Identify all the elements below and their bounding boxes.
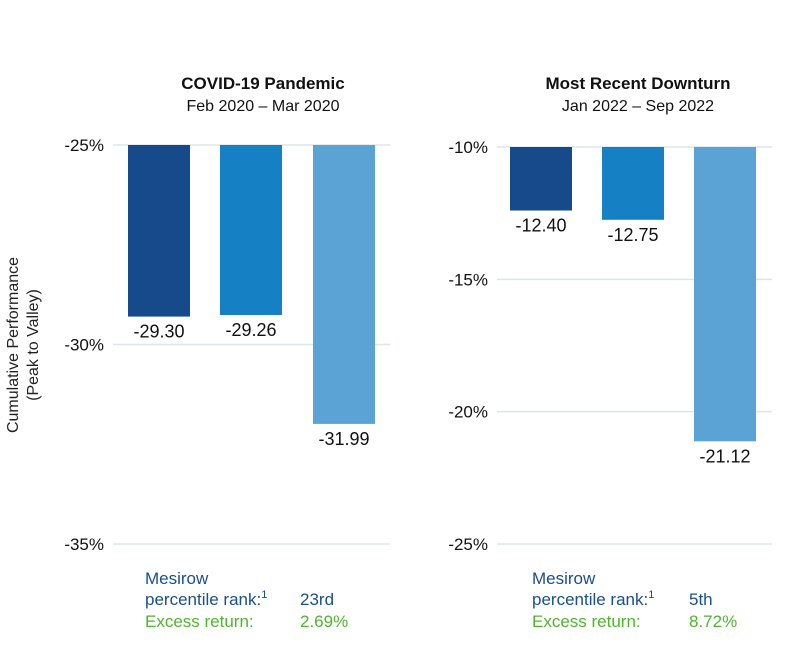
y-axis-title-line1: Cumulative Performance bbox=[5, 257, 22, 433]
rank-value: 5th bbox=[689, 590, 713, 609]
excess-return-label: Excess return: bbox=[532, 612, 641, 631]
y-tick-label: -25% bbox=[64, 136, 104, 155]
panel-title: Most Recent Downturn bbox=[545, 74, 730, 93]
excess-return-value: 8.72% bbox=[689, 612, 737, 631]
y-tick-label: -30% bbox=[64, 336, 104, 355]
footnote-superscript: 1 bbox=[261, 589, 267, 601]
y-tick-label: -10% bbox=[448, 138, 488, 157]
rank-value: 23rd bbox=[300, 590, 334, 609]
excess-return-label: Excess return: bbox=[145, 612, 254, 631]
bar-series-2 bbox=[602, 147, 664, 220]
rank-label-line1: Mesirow bbox=[145, 569, 209, 588]
y-axis-title: Cumulative Performance (Peak to Valley) bbox=[5, 257, 42, 433]
y-tick-label: -35% bbox=[64, 535, 104, 554]
y-axis-title-line2: (Peak to Valley) bbox=[25, 289, 42, 401]
panel-covid: COVID-19 Pandemic Feb 2020 – Mar 2020 -25%… bbox=[64, 74, 390, 631]
y-tick-label: -20% bbox=[448, 403, 488, 422]
panel-subtitle: Jan 2022 – Sep 2022 bbox=[562, 98, 714, 115]
panel-recent-downturn: Most Recent Downturn Jan 2022 – Sep 2022 -… bbox=[448, 74, 772, 631]
bar-value-label: -21.12 bbox=[699, 446, 750, 466]
bar-series-2 bbox=[220, 145, 282, 315]
panel-title: COVID-19 Pandemic bbox=[181, 74, 344, 93]
bar-series-1 bbox=[510, 147, 572, 211]
y-tick-label: -25% bbox=[448, 535, 488, 554]
bar-series-3 bbox=[313, 145, 375, 424]
excess-return-value: 2.69% bbox=[300, 612, 348, 631]
bar-series-3 bbox=[694, 147, 756, 442]
footnote-superscript: 1 bbox=[648, 589, 654, 601]
panel-subtitle: Feb 2020 – Mar 2020 bbox=[187, 98, 340, 115]
y-tick-label: -15% bbox=[448, 270, 488, 289]
rank-label-line1: Mesirow bbox=[532, 569, 596, 588]
bar-value-label: -31.99 bbox=[318, 429, 369, 449]
bar-value-label: -12.40 bbox=[515, 216, 566, 236]
rank-label-line2: percentile rank:1 bbox=[532, 589, 654, 609]
bar-value-label: -12.75 bbox=[607, 225, 658, 245]
bar-series-1 bbox=[128, 145, 190, 317]
bar-value-label: -29.26 bbox=[225, 320, 276, 340]
bar-value-label: -29.30 bbox=[133, 322, 184, 342]
rank-label-line2: percentile rank:1 bbox=[145, 589, 267, 609]
